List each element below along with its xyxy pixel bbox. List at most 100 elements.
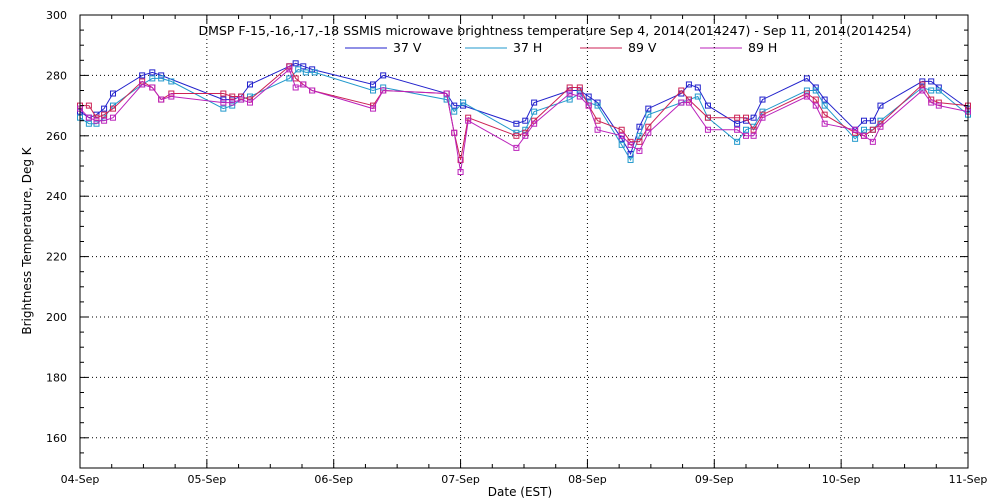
data-point <box>380 87 387 94</box>
data-point <box>743 114 749 121</box>
data-point <box>220 105 227 112</box>
x-tick-label: 06-Sep <box>314 473 353 486</box>
data-point <box>812 102 819 109</box>
data-point <box>139 81 146 88</box>
data-point <box>566 96 573 103</box>
data-point <box>734 138 741 145</box>
data-point <box>220 99 227 106</box>
chart-title: DMSP F-15,-16,-17,-18 SSMIS microwave br… <box>198 23 911 38</box>
data-point <box>743 132 749 139</box>
data-point <box>531 99 538 106</box>
x-tick-label: 09-Sep <box>695 473 734 486</box>
data-point <box>821 111 828 118</box>
data-point <box>852 126 859 133</box>
y-tick-label: 180 <box>46 371 67 384</box>
data-point <box>380 72 387 79</box>
data-point <box>678 99 685 106</box>
data-point <box>869 117 876 124</box>
data-point <box>311 69 318 76</box>
data-point <box>636 132 643 139</box>
data-point <box>460 99 467 106</box>
data-point <box>149 69 156 76</box>
data-point <box>636 138 643 145</box>
data-point <box>158 75 165 82</box>
data-point <box>759 108 766 115</box>
data-point <box>759 114 766 121</box>
series-line <box>80 65 969 161</box>
y-tick-label: 220 <box>46 251 67 264</box>
series-89-h <box>77 66 971 176</box>
data-point <box>935 102 942 109</box>
data-point <box>919 81 926 88</box>
y-tick-label: 240 <box>46 190 67 203</box>
data-point <box>246 99 253 106</box>
data-point <box>694 93 701 100</box>
legend: 37 V 37 H 89 V 89 H <box>345 40 777 55</box>
data-point <box>370 105 377 112</box>
data-point <box>685 99 692 106</box>
data-point <box>295 66 302 73</box>
data-point <box>704 114 711 121</box>
data-point <box>636 123 643 130</box>
data-point <box>694 84 701 91</box>
x-tick-label: 10-Sep <box>822 473 861 486</box>
data-point <box>101 117 108 124</box>
data-point <box>158 96 165 103</box>
data-point <box>860 117 867 124</box>
data-point <box>457 169 464 176</box>
data-point <box>576 84 583 91</box>
data-point <box>812 84 819 91</box>
data-point <box>803 93 810 100</box>
data-point <box>370 87 377 94</box>
data-point <box>678 87 685 94</box>
data-point <box>734 126 741 133</box>
data-point <box>522 132 529 139</box>
data-point <box>585 93 592 100</box>
y-tick-label: 160 <box>46 432 67 445</box>
data-point <box>704 126 711 133</box>
x-tick-label: 11-Sep <box>949 473 988 486</box>
data-point <box>618 126 625 133</box>
data-point <box>292 60 299 67</box>
data-point <box>522 117 529 124</box>
x-tick-label: 07-Sep <box>441 473 480 486</box>
data-point <box>750 114 757 121</box>
data-point <box>877 102 884 109</box>
data-point <box>229 96 236 103</box>
data-point <box>286 66 293 73</box>
data-point <box>618 132 625 139</box>
data-point <box>513 144 520 151</box>
data-point <box>928 87 935 94</box>
data-point <box>685 96 692 103</box>
data-point <box>645 123 652 130</box>
y-tick-label: 280 <box>46 69 67 82</box>
data-point <box>821 120 828 127</box>
data-point <box>109 114 116 121</box>
data-point <box>645 129 652 136</box>
data-point <box>877 123 884 130</box>
data-point <box>594 102 601 109</box>
data-point <box>750 132 757 139</box>
data-point <box>149 84 156 91</box>
data-point <box>292 84 299 91</box>
data-point <box>935 87 942 94</box>
y-axis-ticks: 160 180 200 220 240 260 280 300 <box>46 9 968 469</box>
data-point <box>566 84 573 91</box>
series-37-h <box>77 66 971 163</box>
data-point <box>457 156 464 163</box>
data-point <box>531 108 538 115</box>
data-point <box>168 93 175 100</box>
data-point <box>585 102 592 109</box>
data-point <box>451 129 458 136</box>
y-tick-label: 300 <box>46 9 67 22</box>
legend-label: 89 H <box>748 40 777 55</box>
data-point <box>168 78 175 85</box>
data-point <box>645 105 652 112</box>
data-point <box>636 147 643 154</box>
data-point <box>380 84 387 91</box>
series-line <box>79 68 969 173</box>
data-point <box>465 117 472 124</box>
data-point <box>101 105 108 112</box>
y-tick-label: 200 <box>46 311 67 324</box>
